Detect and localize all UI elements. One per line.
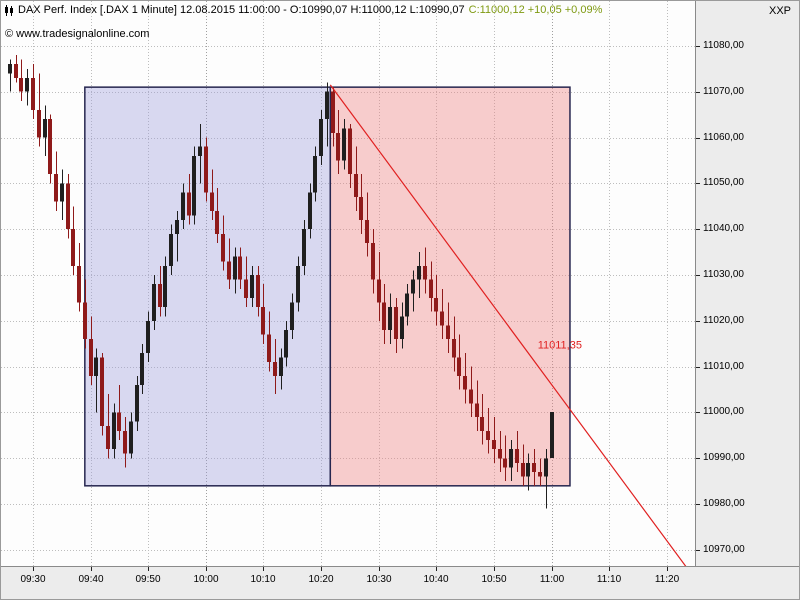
time-tick (379, 567, 380, 571)
price-axis-label: 11020,00 (703, 315, 744, 326)
price-axis-label: 11070,00 (703, 86, 744, 97)
time-tick (667, 567, 668, 571)
time-axis-label: 09:30 (20, 574, 46, 585)
price-axis[interactable]: XXP 11080,00 11070,00 11060,00 11050,00 1104… (695, 1, 799, 566)
price-axis-label: 10990,00 (703, 452, 745, 463)
time-tick (91, 567, 92, 571)
price-tick (696, 183, 700, 184)
time-axis-label: 10:50 (481, 574, 507, 585)
time-tick (609, 567, 610, 571)
time-tick (206, 567, 207, 571)
data-source-code: XXP (768, 5, 791, 17)
price-tick (696, 458, 700, 459)
price-tick (696, 92, 700, 93)
price-tick (696, 550, 700, 551)
price-axis-label: 11010,00 (703, 361, 744, 372)
chart-header: DAX Perf. Index [.DAX 1 Minute] 12.08.20… (5, 4, 602, 16)
trendline-value-label: 11011,35 (538, 339, 582, 351)
price-axis-label: 11030,00 (703, 269, 744, 280)
price-tick (696, 46, 700, 47)
time-tick (321, 567, 322, 571)
price-axis-label: 11060,00 (703, 132, 744, 143)
price-tick (696, 138, 700, 139)
copyright-label: © www.tradesignalonline.com (5, 28, 150, 40)
time-tick (436, 567, 437, 571)
time-tick (494, 567, 495, 571)
time-axis-label: 10:30 (366, 574, 392, 585)
time-axis-label: 10:20 (308, 574, 334, 585)
price-axis-label: 11080,00 (703, 40, 744, 51)
candle-series[interactable] (8, 55, 554, 509)
time-axis-label: 11:00 (539, 574, 565, 585)
header-quote: C:11000,12 +10,05 +0,09% (468, 4, 603, 16)
time-tick (148, 567, 149, 571)
price-tick (696, 229, 700, 230)
header-title: DAX Perf. Index [.DAX 1 Minute] 12.08.20… (18, 4, 465, 16)
time-tick (552, 567, 553, 571)
price-chart-svg[interactable]: 11011,35 (1, 1, 695, 566)
price-tick (696, 504, 700, 505)
time-tick (263, 567, 264, 571)
time-axis[interactable]: 09:30 09:40 09:50 10:00 10:10 10:20 10:30 10:40… (1, 566, 799, 599)
price-axis-label: 11000,00 (703, 406, 744, 417)
time-axis-label: 11:10 (596, 574, 622, 585)
price-axis-label: 11040,00 (703, 223, 744, 234)
time-tick (33, 567, 34, 571)
price-axis-label: 11050,00 (703, 177, 744, 188)
price-tick (696, 412, 700, 413)
price-tick (696, 321, 700, 322)
time-axis-label: 09:40 (78, 574, 104, 585)
plot-area[interactable]: 11011,35 (1, 1, 695, 566)
time-axis-label: 10:10 (250, 574, 276, 585)
price-tick (696, 275, 700, 276)
price-axis-label: 10970,00 (703, 544, 745, 555)
candlestick-chart-icon (5, 4, 14, 16)
trendline[interactable] (329, 84, 695, 566)
zone-red[interactable] (329, 86, 571, 487)
price-axis-label: 10980,00 (703, 498, 745, 509)
time-axis-label: 10:40 (423, 574, 449, 585)
price-tick (696, 367, 700, 368)
time-axis-label: 09:50 (135, 574, 161, 585)
time-axis-label: 11:20 (654, 574, 680, 585)
time-axis-label: 10:00 (193, 574, 219, 585)
